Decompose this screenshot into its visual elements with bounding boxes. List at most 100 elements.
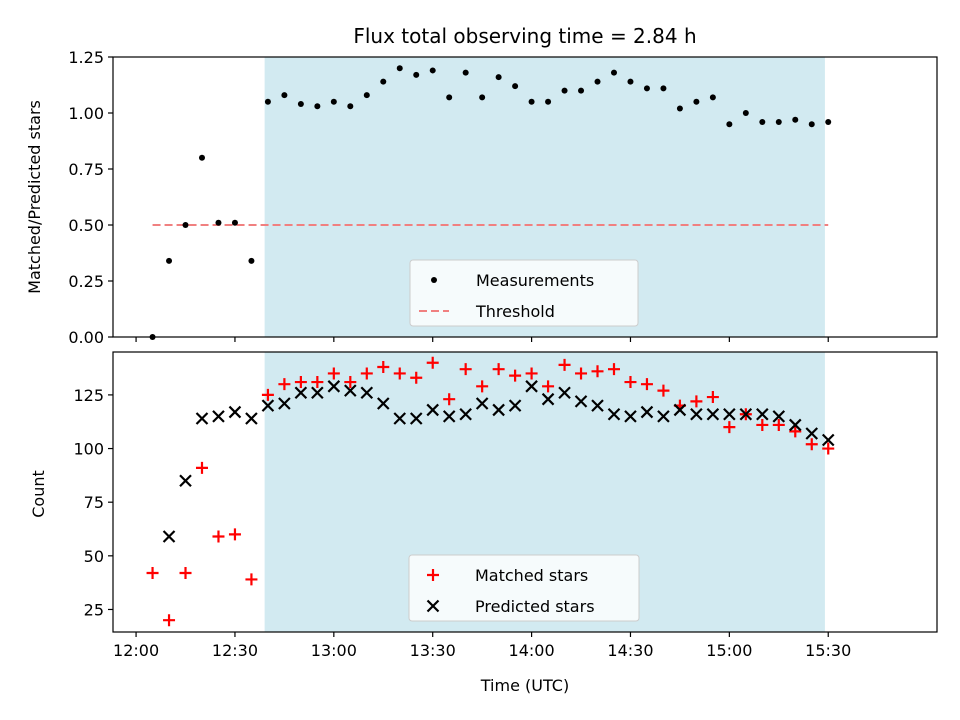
matched-star-point [509,369,522,382]
x-tick-label: 12:00 [113,641,159,660]
matched-star-point [278,378,291,391]
legend-predicted-marker [426,599,440,613]
measurement-point [825,118,832,125]
bottom-y-axis-label: Count [29,470,48,518]
measurement-point [462,69,469,76]
matched-star-point [772,418,785,431]
measurement-point [166,257,173,264]
predicted-star-point [327,380,341,393]
predicted-star-point [657,410,670,423]
predicted-star-point [558,386,571,400]
predicted-star-point [195,412,209,425]
x-axis-label: Time (UTC) [480,676,569,695]
x-tick-label: 13:00 [311,641,357,660]
top-y-tick-label: 1.25 [68,48,104,67]
x-tick-label: 15:00 [706,641,752,660]
measurement-point [198,154,205,161]
measurement-point [660,85,667,92]
measurement-point [742,110,749,116]
legend-label: Predicted stars [475,597,595,616]
predicted-star-point [624,410,637,423]
x-tick-label: 15:30 [805,641,851,660]
predicted-star-point [426,403,439,417]
measurement-point [726,121,733,128]
top-y-axis-label: Matched/Predicted stars [25,100,44,294]
measurement-point [775,118,782,125]
x-tick-label: 14:00 [509,641,555,660]
top-legend: Measurements Threshold [409,259,639,327]
matched-star-point [822,442,835,455]
matched-star-point [377,361,390,374]
chart-title: Flux total observing time = 2.84 h [353,24,696,48]
measurement-point [231,219,238,226]
predicted-star-point [162,530,176,543]
matched-star-point [179,566,192,579]
measurement-point [215,219,222,226]
predicted-star-point [245,412,258,425]
bottom-legend-box [408,554,640,622]
predicted-star-point [525,380,538,393]
measurement-point [693,98,700,105]
measurement-point [446,94,453,101]
bottom-y-tick-label: 125 [73,386,104,405]
predicted-star-point [228,405,242,419]
matched-star-point [805,438,818,451]
matched-star-point [558,358,571,371]
matched-star-point [624,376,637,389]
measurement-point [545,98,552,105]
predicted-star-point [442,410,456,423]
measurement-point [314,103,321,110]
measurement-point [594,78,601,85]
legend-label: Threshold [475,302,555,321]
predicted-star-point [541,392,555,406]
legend-measurement-marker [431,277,437,283]
predicted-star-point [723,407,736,421]
top-legend-box [409,259,639,327]
matched-star-point [690,395,703,408]
matched-star-point [575,367,588,380]
measurement-point [347,103,354,110]
measurement-point [182,222,189,228]
predicted-star-point [640,405,654,419]
predicted-star-point [821,433,835,447]
matched-star-point [311,376,324,389]
measurement-point [808,121,815,128]
measurement-point [512,83,519,90]
predicted-star-point [311,386,324,400]
matched-star-point [163,614,176,627]
matched-star-point [723,421,736,434]
predicted-star-point [788,418,802,432]
predicted-star-point [344,384,357,397]
predicted-star-point [492,403,505,417]
bottom-y-tick-label: 50 [84,547,104,566]
top-y-tick-label: 0.50 [68,216,104,235]
predicted-star-point [756,407,769,421]
matched-star-point [657,384,670,397]
measurement-point [413,71,420,78]
matched-star-point [410,371,423,384]
matched-star-point [212,530,225,543]
x-tick-label: 14:30 [607,641,653,660]
predicted-star-point [508,399,522,412]
matched-star-point [459,363,472,376]
predicted-star-point [409,412,423,425]
measurement-point [380,78,387,85]
matched-star-point [228,528,241,541]
predicted-star-point [475,397,489,410]
measurement-point [281,92,288,99]
matched-star-point [640,378,653,391]
measurement-point [627,78,634,85]
measurement-point [676,105,683,112]
predicted-star-point [607,407,621,421]
predicted-star-point [690,407,703,421]
predicted-star-point [212,410,225,423]
predicted-star-point [772,410,786,423]
predicted-star-point [179,474,192,488]
top-y-tick-label: 0.00 [68,328,104,347]
matched-star-point [294,376,307,389]
predicted-star-point [278,397,291,410]
measurement-point [479,94,486,101]
matched-star-point [344,376,357,389]
top-panel: 0.00 0.25 0.50 0.75 1.00 1.25 Measurements Thre… [68,48,938,347]
